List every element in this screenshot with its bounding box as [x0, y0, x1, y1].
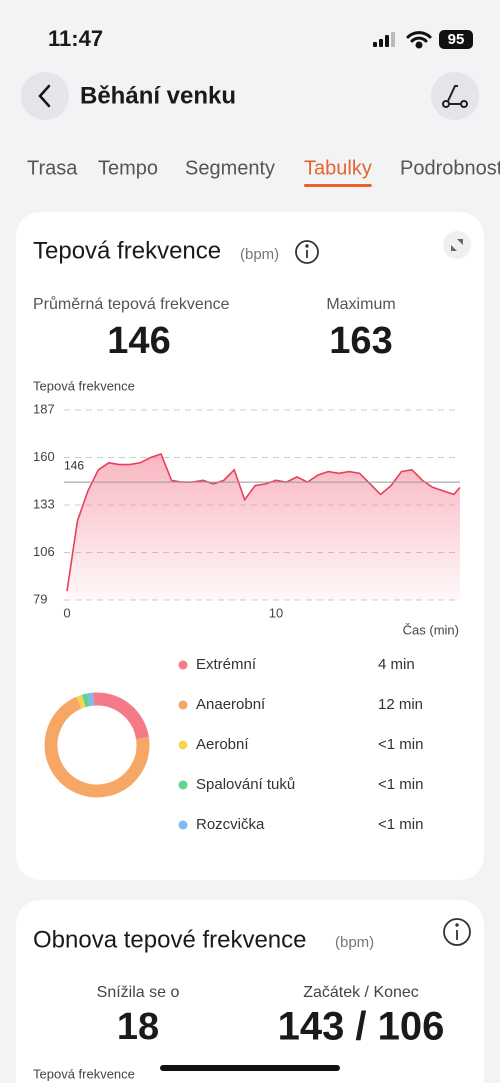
y-tick-label: 160 — [33, 449, 55, 464]
x-axis-label: Čas (min) — [403, 622, 459, 637]
stat-label: Průměrná tepová frekvence — [33, 295, 230, 313]
stat-label: Maximum — [326, 296, 395, 313]
expand-button[interactable] — [443, 231, 471, 259]
donut-segment — [44, 696, 150, 798]
tab[interactable]: Tempo — [98, 157, 158, 179]
donut-segment — [81, 693, 90, 708]
x-tick-label: 0 — [63, 605, 70, 620]
recovery-card — [16, 900, 484, 1083]
chart-label: Tepová frekvence — [33, 1066, 135, 1081]
expand-icon — [451, 239, 463, 251]
legend-dot — [178, 820, 188, 830]
tab[interactable]: Tabulky — [304, 157, 372, 179]
tab[interactable]: Trasa — [27, 157, 78, 179]
card-unit: (bpm) — [240, 246, 279, 263]
status-time: 11:47 — [48, 26, 103, 51]
legend-label: Extrémní — [196, 656, 257, 673]
y-tick-label: 187 — [33, 401, 55, 416]
info-icon[interactable] — [295, 240, 319, 264]
back-icon — [38, 84, 51, 108]
battery-level: 95 — [448, 31, 465, 48]
stat-value: 143 / 106 — [278, 1005, 445, 1049]
legend-value: 4 min — [378, 656, 415, 673]
card-title: Obnova tepové frekvence — [33, 926, 307, 953]
card-unit: (bpm) — [335, 934, 374, 951]
donut-segment — [87, 692, 95, 707]
stat-value: 146 — [107, 320, 170, 362]
legend-value: <1 min — [378, 816, 423, 833]
tab-underline — [304, 184, 372, 187]
page-title: Běhání venku — [80, 82, 236, 109]
back-button[interactable] — [21, 72, 69, 120]
battery — [439, 30, 473, 49]
legend-dot — [178, 780, 188, 790]
legend-dot — [178, 700, 188, 710]
legend-label: Rozcvička — [196, 816, 265, 833]
legend-value: <1 min — [378, 736, 423, 753]
home-indicator — [160, 1065, 340, 1071]
x-tick-label: 10 — [269, 605, 283, 620]
stat-value: 163 — [329, 320, 392, 362]
donut-segment — [93, 692, 149, 740]
card-title: Tepová frekvence — [33, 237, 221, 264]
y-tick-label: 133 — [33, 496, 55, 511]
y-tick-label: 79 — [33, 591, 47, 606]
route-icon — [442, 85, 468, 108]
y-tick-label: 106 — [33, 544, 55, 559]
line — [66, 452, 461, 592]
signal-icon — [373, 32, 395, 47]
wifi-icon — [406, 31, 432, 49]
reference-label: 146 — [64, 458, 84, 472]
area — [67, 453, 460, 600]
legend-value: 12 min — [378, 696, 423, 713]
route-button[interactable] — [431, 72, 479, 120]
legend-dot — [178, 660, 188, 670]
tab[interactable]: Podrobnosti — [400, 157, 500, 179]
stat-value: 18 — [117, 1006, 159, 1048]
legend-label: Aerobní — [196, 736, 249, 753]
legend-value: <1 min — [378, 776, 423, 793]
legend-label: Anaerobní — [196, 696, 266, 713]
stat-label: Snížila se o — [97, 984, 180, 1001]
donut-segment — [76, 694, 86, 709]
legend-dot — [178, 740, 188, 750]
stat-label: Začátek / Konec — [303, 984, 419, 1001]
info-icon[interactable] — [443, 918, 471, 946]
legend-label: Spalování tuků — [196, 776, 295, 793]
y-axis-label: Tepová frekvence — [33, 378, 135, 393]
tab[interactable]: Segmenty — [185, 157, 275, 179]
